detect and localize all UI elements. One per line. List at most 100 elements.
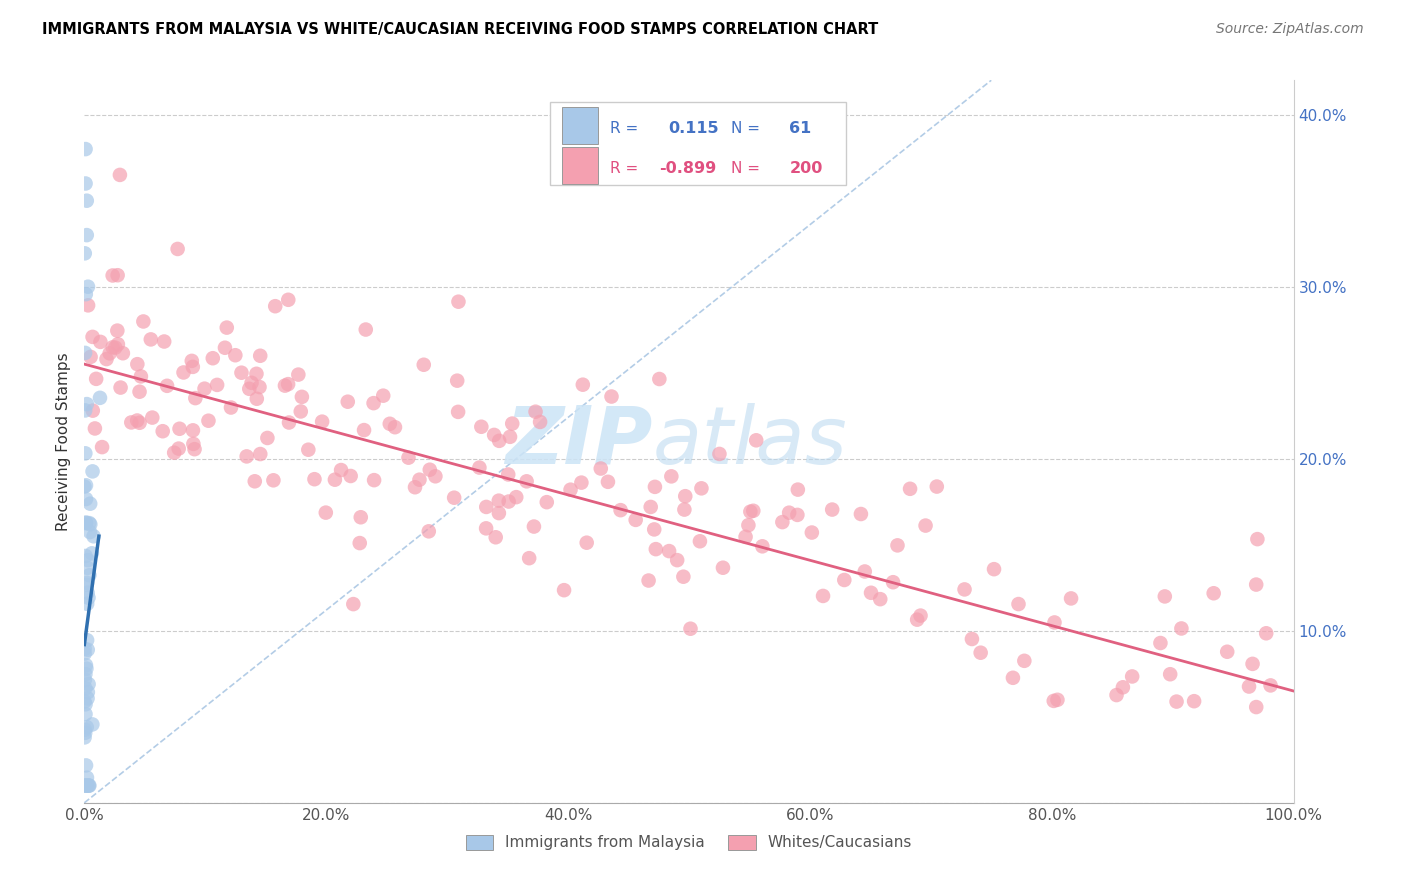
Point [84,372,107,386]
Point [75,549,97,563]
Point [278,416,301,430]
Point [914,518,936,533]
Point [898,482,921,496]
Point [129,369,152,384]
Point [156,379,179,393]
Legend: Immigrants from Malaysia, Whites/Caucasians: Immigrants from Malaysia, Whites/Caucasi… [460,829,918,856]
Point [76,576,98,591]
Text: 200: 200 [789,161,823,176]
Point [79,524,101,539]
Point [734,530,756,544]
Point [869,592,891,607]
Point [690,481,713,495]
Point [860,586,883,600]
Point [224,348,246,362]
Point [1244,700,1267,714]
Point [447,405,470,419]
Point [905,613,928,627]
Point [183,437,205,451]
Point [673,489,696,503]
Point [640,500,662,514]
Y-axis label: Receiving Food Stamps: Receiving Food Stamps [56,352,72,531]
Point [925,479,948,493]
Point [193,382,215,396]
Point [446,374,468,388]
Point [882,575,904,590]
Point [75,346,97,360]
Point [485,530,508,544]
Point [264,299,287,313]
Point [277,377,299,392]
Point [336,394,359,409]
Point [166,242,188,256]
Point [79,497,101,511]
Point [709,447,731,461]
Point [235,450,257,464]
Point [75,446,97,460]
Point [969,646,991,660]
Point [120,416,142,430]
Point [219,401,242,415]
Point [524,405,547,419]
Point [786,508,808,522]
Point [953,582,976,597]
Point [404,480,426,494]
Point [575,535,598,549]
Point [89,334,111,349]
Point [418,524,440,539]
Point [75,726,97,740]
Point [101,340,124,354]
Point [76,720,98,734]
Point [330,463,353,477]
Point [609,503,631,517]
Point [127,357,149,371]
Point [77,298,100,312]
Point [412,358,434,372]
Point [205,377,228,392]
Point [523,519,546,533]
Point [672,570,695,584]
Point [505,490,527,504]
Point [482,428,505,442]
Point [277,293,299,307]
Point [82,717,104,731]
Point [311,415,333,429]
Point [363,473,385,487]
Point [240,376,263,390]
Point [73,779,96,793]
Point [180,354,202,368]
Point [75,287,97,301]
Point [184,391,207,405]
Point [304,472,326,486]
Point [76,642,98,657]
Point [243,475,266,489]
Point [323,473,346,487]
Point [770,515,793,529]
Point [983,562,1005,576]
Point [290,404,312,418]
Point [79,350,101,364]
Text: N =: N = [731,121,765,136]
Point [245,367,267,381]
Point [98,346,121,360]
Point [297,442,319,457]
Point [75,516,97,530]
Point [408,473,430,487]
Text: ZIP: ZIP [505,402,652,481]
Point [110,381,132,395]
Point [572,377,595,392]
Point [501,417,523,431]
Point [644,542,666,557]
Point [141,410,163,425]
Point [560,483,582,497]
Point [76,228,98,243]
Point [496,467,519,482]
Point [75,667,97,681]
Point [73,641,96,656]
Point [76,779,98,793]
Point [75,681,97,696]
Point [75,516,97,530]
Point [76,397,98,411]
Point [1246,532,1268,546]
Point [624,513,647,527]
